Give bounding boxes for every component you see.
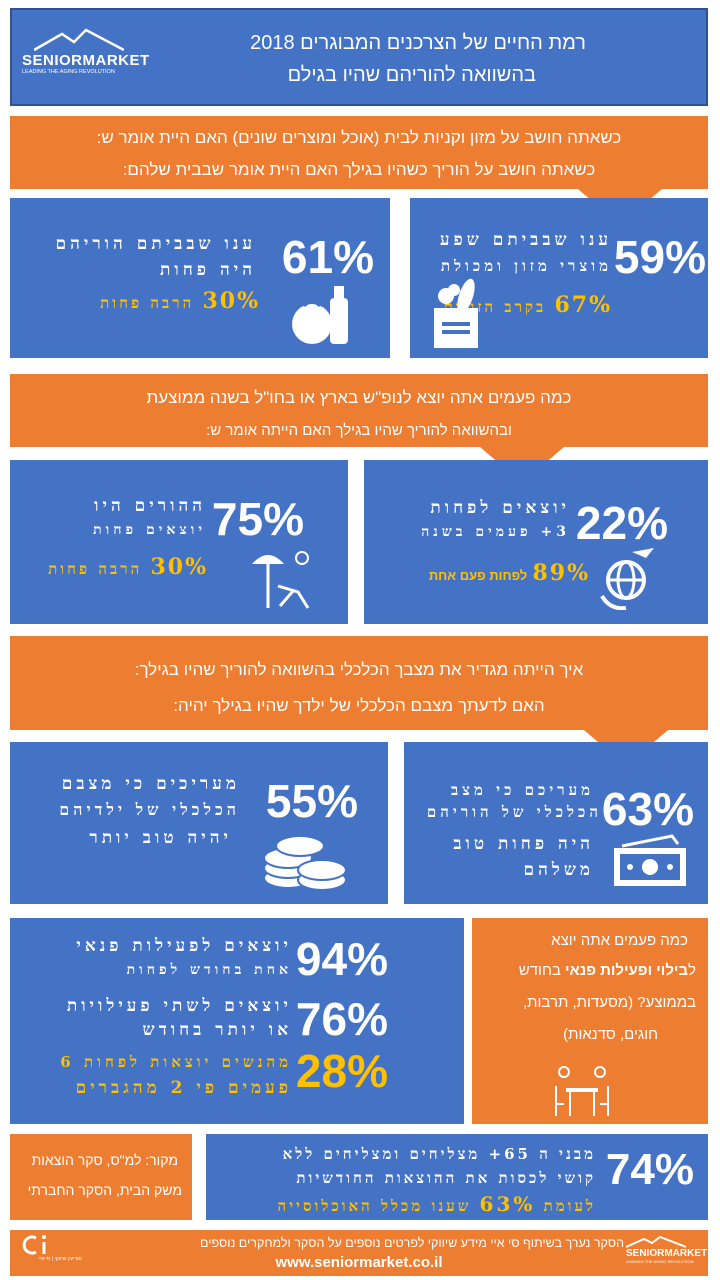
section3-right-text1: מעריכם כי מצב xyxy=(450,781,594,799)
footer-url[interactable]: www.seniormarket.co.il xyxy=(275,1254,443,1271)
page-title-line2: בהשוואה להוריהם שהיו בגילם xyxy=(287,64,536,86)
section5-text3-prefix: לעומת xyxy=(535,1197,596,1215)
section3-left-text1: מעריכים כי מצבם xyxy=(61,774,240,794)
section3-right-text2: הכלכלי של הוריהם xyxy=(426,803,602,821)
section2-question-line2: ובהשוואה להוריך שהיו בגילך האם הייתה אומ… xyxy=(206,422,512,439)
footer-mountain-icon xyxy=(626,1236,686,1248)
footer-logo-tagline: LEADING THE AGING REVOLUTION xyxy=(626,1259,694,1264)
section5-text3: לעומת 63% שענו מכלל האוכלוסייה xyxy=(277,1192,596,1218)
section1-left-text2: היה פחות xyxy=(160,260,256,280)
beach-chair-icon xyxy=(250,546,320,610)
section2-right-sub: 89% לפחות פעם אחת xyxy=(429,560,590,586)
section2-left-sub-pct: 30% xyxy=(150,554,208,580)
section4-q-prefix: ל xyxy=(688,962,696,979)
section5-text2: קושי לכסות את ההוצאות החודשיות xyxy=(296,1169,596,1187)
logo-text: SENIORMARKET xyxy=(22,52,150,69)
section1-right-text2: מוצרי מזון ומכולת xyxy=(440,257,612,275)
source-line1: מקור: למ"ס, סקר הוצאות xyxy=(31,1152,178,1168)
section2-right-sub-text: לפחות פעם אחת xyxy=(428,568,528,583)
section3-question-line1: איך הייתה מגדיר את מצבך הכלכלי בהשוואה ל… xyxy=(134,660,584,679)
section1-left-sub: 30% הרבה פחות xyxy=(100,288,260,314)
section1-question-line1: כשאתה חושב על מזון וקניות לבית (אוכל ומו… xyxy=(96,128,622,147)
section4-question-line4: חוגים, סדנאות) xyxy=(563,1026,658,1043)
section3-right-pct: 63% xyxy=(601,783,694,835)
stat3-pct: 28% xyxy=(295,1045,388,1097)
section1-left-text1: ענו שבביתם הוריהם xyxy=(55,234,256,254)
section2-left-sub-text: הרבה פחות xyxy=(48,560,143,578)
coins-icon xyxy=(260,830,350,892)
section1-left-sub-text: הרבה פחות xyxy=(100,294,195,312)
stat1-text2: אחת בחודש לפחות xyxy=(126,962,292,978)
section1-right-pct: 59% xyxy=(613,231,706,283)
stat2-pct: 76% xyxy=(295,993,388,1045)
section2-left-pct: 75% xyxy=(211,493,304,545)
stat3-text1: מהנשים יוצאות לפחות 6 xyxy=(60,1053,292,1071)
page-title-line1: רמת החיים של הצרכנים המבוגרים 2018 xyxy=(250,32,586,54)
section2-right-text2: 3+ פעמים בשנה xyxy=(421,524,570,540)
section5-text1: מבני ה 65+ מצליחים ומצליחים ללא xyxy=(282,1145,596,1163)
grocery-bag-icon xyxy=(428,278,484,350)
section4-question-line3: בממוצע? (מסעדות, תרבות, xyxy=(523,994,696,1011)
section5-card: 74% מבני ה 65+ מצליחים ומצליחים ללא קושי… xyxy=(206,1134,708,1220)
section3-right-text4: משלהם xyxy=(523,860,594,880)
stat3-text2: פעמים פי 2 מהגברים xyxy=(75,1078,292,1098)
section2-right-sub-pct: 89% xyxy=(532,560,590,586)
section2-right-card: 22% יוצאים לפחות 3+ פעמים בשנה 89% לפחות… xyxy=(364,460,708,624)
section4-q-suffix: בחודש xyxy=(518,962,565,979)
stat2-text2: או יותר בחודש xyxy=(142,1020,292,1040)
section4-question: כמה פעמים אתה יוצא לבילוי ופעילות פנאי ב… xyxy=(472,918,708,1124)
stat1-text1: יוצאים לפעילות פנאי xyxy=(76,936,292,956)
ci-logo: מודיעין שיווקי | סי איי xyxy=(22,1234,82,1272)
section2-right-text1: יוצאים לפחות xyxy=(430,498,570,518)
section1-question-line2: כשאתה חושב על הוריך כשהיו בגילך האם היית… xyxy=(122,160,596,179)
section5-text3-pct: 63% xyxy=(479,1192,536,1216)
section4-question-line1: כמה פעמים אתה יוצא xyxy=(551,932,688,949)
logo-tagline: LEADING THE AGING REVOLUTION xyxy=(22,69,115,75)
money-bill-icon xyxy=(612,834,688,888)
footer-text: הסקר נערך בשיתוף סי איי מידע שיווקי לפרט… xyxy=(200,1236,624,1250)
source-box: מקור: למ"ס, סקר הוצאות משק הבית, הסקר הח… xyxy=(10,1134,192,1220)
mountain-logo-icon xyxy=(34,28,124,52)
footer-logo-text: SENIORMARKET xyxy=(626,1248,708,1259)
section1-right-sub-pct: 67% xyxy=(554,292,612,318)
section1-question: כשאתה חושב על מזון וקניות לבית (אוכל ומו… xyxy=(10,116,708,189)
section5-pct: 74% xyxy=(605,1145,694,1194)
section3-left-text2: הכלכלי של ילדיהם xyxy=(59,800,240,819)
section3-left-card: 55% מעריכים כי מצבם הכלכלי של ילדיהם יהי… xyxy=(10,742,388,904)
section2-right-pct: 22% xyxy=(575,497,668,549)
section2-question-line1: כמה פעמים אתה יוצא לנופ"ש בארץ או בחו"ל … xyxy=(146,388,572,407)
section3-right-card: 63% מעריכם כי מצב הכלכלי של הוריהם היה פ… xyxy=(404,742,708,904)
footer: הסקר נערך בשיתוף סי איי מידע שיווקי לפרט… xyxy=(10,1230,708,1276)
section1-left-pct: 61% xyxy=(281,231,374,283)
section5-text3-suffix: שענו מכלל האוכלוסייה xyxy=(277,1197,480,1215)
section2-left-card: 75% ההורים היו יוצאים פחות 30% הרבה פחות xyxy=(10,460,348,624)
source-line2: משק הבית, הסקר החברתי xyxy=(27,1182,182,1198)
dining-table-icon xyxy=(552,1064,612,1118)
section2-left-text2: יוצאים פחות xyxy=(93,522,206,538)
section3-right-text3: היה פחות טוב xyxy=(453,834,594,854)
ci-logo-caption: מודיעין שיווקי | סי איי xyxy=(38,1256,82,1262)
stat1-pct: 94% xyxy=(295,933,388,985)
ci-logo-icon xyxy=(22,1235,46,1255)
logo: SENIORMARKET LEADING THE AGING REVOLUTIO… xyxy=(22,28,150,90)
stat2-text1: יוצאים לשתי פעילויות xyxy=(66,996,292,1016)
tomato-milk-icon xyxy=(290,284,352,346)
globe-plane-icon xyxy=(596,546,658,610)
footer-seniormarket-logo: SENIORMARKET LEADING THE AGING REVOLUTIO… xyxy=(626,1236,708,1264)
section2-left-sub: 30% הרבה פחות xyxy=(48,554,208,580)
section4-stats-card: 94% יוצאים לפעילות פנאי אחת בחודש לפחות … xyxy=(10,918,464,1124)
section3-left-text3: יהיה טוב יותר xyxy=(89,828,232,848)
header-banner: SENIORMARKET LEADING THE AGING REVOLUTIO… xyxy=(10,8,708,106)
section3-question: איך הייתה מגדיר את מצבך הכלכלי בהשוואה ל… xyxy=(10,636,708,730)
section3-left-pct: 55% xyxy=(265,775,358,827)
section4-question-line2: לבילוי ופעילות פנאי בחודש xyxy=(519,962,696,979)
section4-q-bold: בילוי ופעילות פנאי xyxy=(564,962,689,979)
section2-question: כמה פעמים אתה יוצא לנופ"ש בארץ או בחו"ל … xyxy=(10,374,708,447)
section2-left-text1: ההורים היו xyxy=(94,496,206,516)
section1-left-sub-pct: 30% xyxy=(202,288,260,314)
section1-right-text1: ענו שבביתם שפע xyxy=(439,230,612,250)
section1-right-card: 59% ענו שבביתם שפע מוצרי מזון ומכולת 67%… xyxy=(410,198,708,358)
section1-left-card: 61% ענו שבביתם הוריהם היה פחות 30% הרבה … xyxy=(10,198,390,358)
section3-question-line2: האם לדעתך מצבם הכלכלי של ילדך שהיו בגילך… xyxy=(173,696,545,715)
